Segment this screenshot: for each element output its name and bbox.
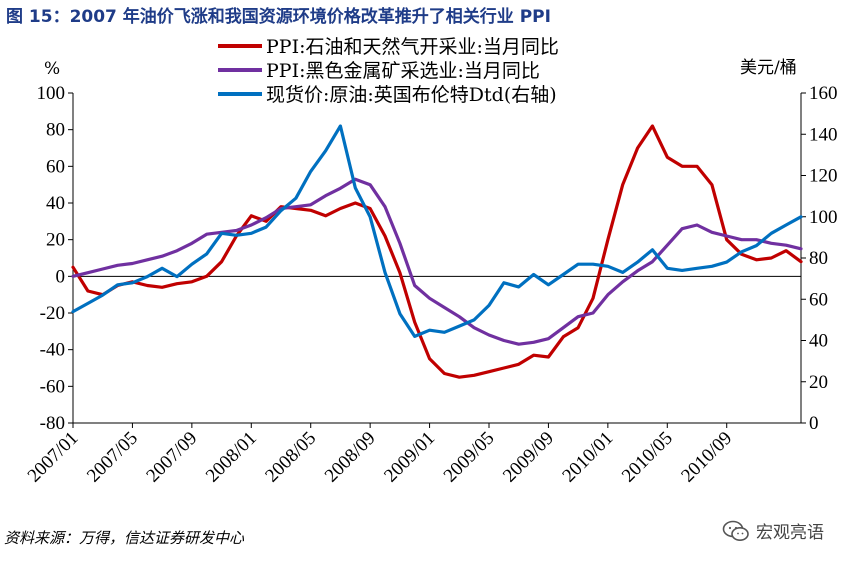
right-tick-label: 100: [809, 207, 838, 228]
left-tick-label: 40: [46, 193, 65, 214]
legend-label-2: PPI:黑色金属矿采选业:当月同比: [266, 60, 540, 82]
legend-label-3: 现货价:原油:英国布伦特Dtd(右轴): [266, 84, 557, 106]
left-tick-label: -40: [40, 340, 65, 361]
series-line-3: [71, 124, 803, 338]
source-note: 资料来源：万得，信达证券研发中心: [4, 529, 245, 547]
x-tick-label: 2009/09: [499, 428, 558, 487]
series-line-1: [71, 124, 803, 379]
watermark: 宏观亮语: [722, 518, 824, 543]
x-tick-label: 2010/09: [677, 428, 736, 487]
axes-layer: 100 80 60 40 20 0 -20 -40 -60 -80 160 140 120 100 80 60…: [24, 58, 838, 487]
left-tick-label: 60: [46, 156, 65, 177]
legend: PPI:石油和天然气开采业:当月同比PPI:黑色金属矿采选业:当月同比现货价:原…: [218, 36, 559, 106]
right-axis-unit: 美元/桶: [740, 58, 797, 78]
left-tick-label: -80: [40, 413, 65, 434]
x-tick-label: 2007/09: [143, 428, 202, 487]
x-tick-label: 2008/01: [202, 428, 261, 487]
chart-title: 图 15：2007 年油价飞涨和我国资源环境价格改革推升了相关行业 PPI: [6, 7, 551, 27]
right-tick-label: 60: [809, 289, 828, 310]
wechat-icon: [722, 520, 749, 541]
x-tick-label: 2007/01: [24, 428, 83, 487]
right-tick-label: 20: [809, 372, 828, 393]
right-tick-label: 80: [809, 248, 828, 269]
left-tick-label: -20: [40, 303, 65, 324]
x-tick-label: 2009/05: [440, 428, 499, 487]
right-tick-label: 0: [809, 413, 819, 434]
right-tick-label: 160: [809, 83, 838, 104]
left-tick-label: 80: [46, 120, 65, 141]
x-tick-label: 2010/01: [559, 428, 618, 487]
right-tick-label: 40: [809, 331, 828, 352]
x-tick-label: 2008/09: [321, 428, 380, 487]
left-tick-label: 20: [46, 230, 65, 251]
watermark-text: 宏观亮语: [756, 523, 824, 543]
left-axis-unit: %: [44, 59, 60, 79]
x-tick-label: 2008/05: [261, 428, 320, 487]
series-line-2: [71, 177, 803, 346]
x-tick-label: 2007/05: [83, 428, 142, 487]
x-tick-label: 2009/01: [380, 428, 439, 487]
left-tick-label: 100: [37, 83, 66, 104]
legend-label-1: PPI:石油和天然气开采业:当月同比: [266, 36, 559, 58]
right-tick-label: 120: [809, 166, 838, 187]
left-tick-label: -60: [40, 376, 65, 397]
series-layer: [71, 124, 803, 379]
x-tick-label: 2010/05: [618, 428, 677, 487]
left-tick-label: 0: [56, 266, 66, 287]
right-tick-label: 140: [809, 124, 838, 145]
